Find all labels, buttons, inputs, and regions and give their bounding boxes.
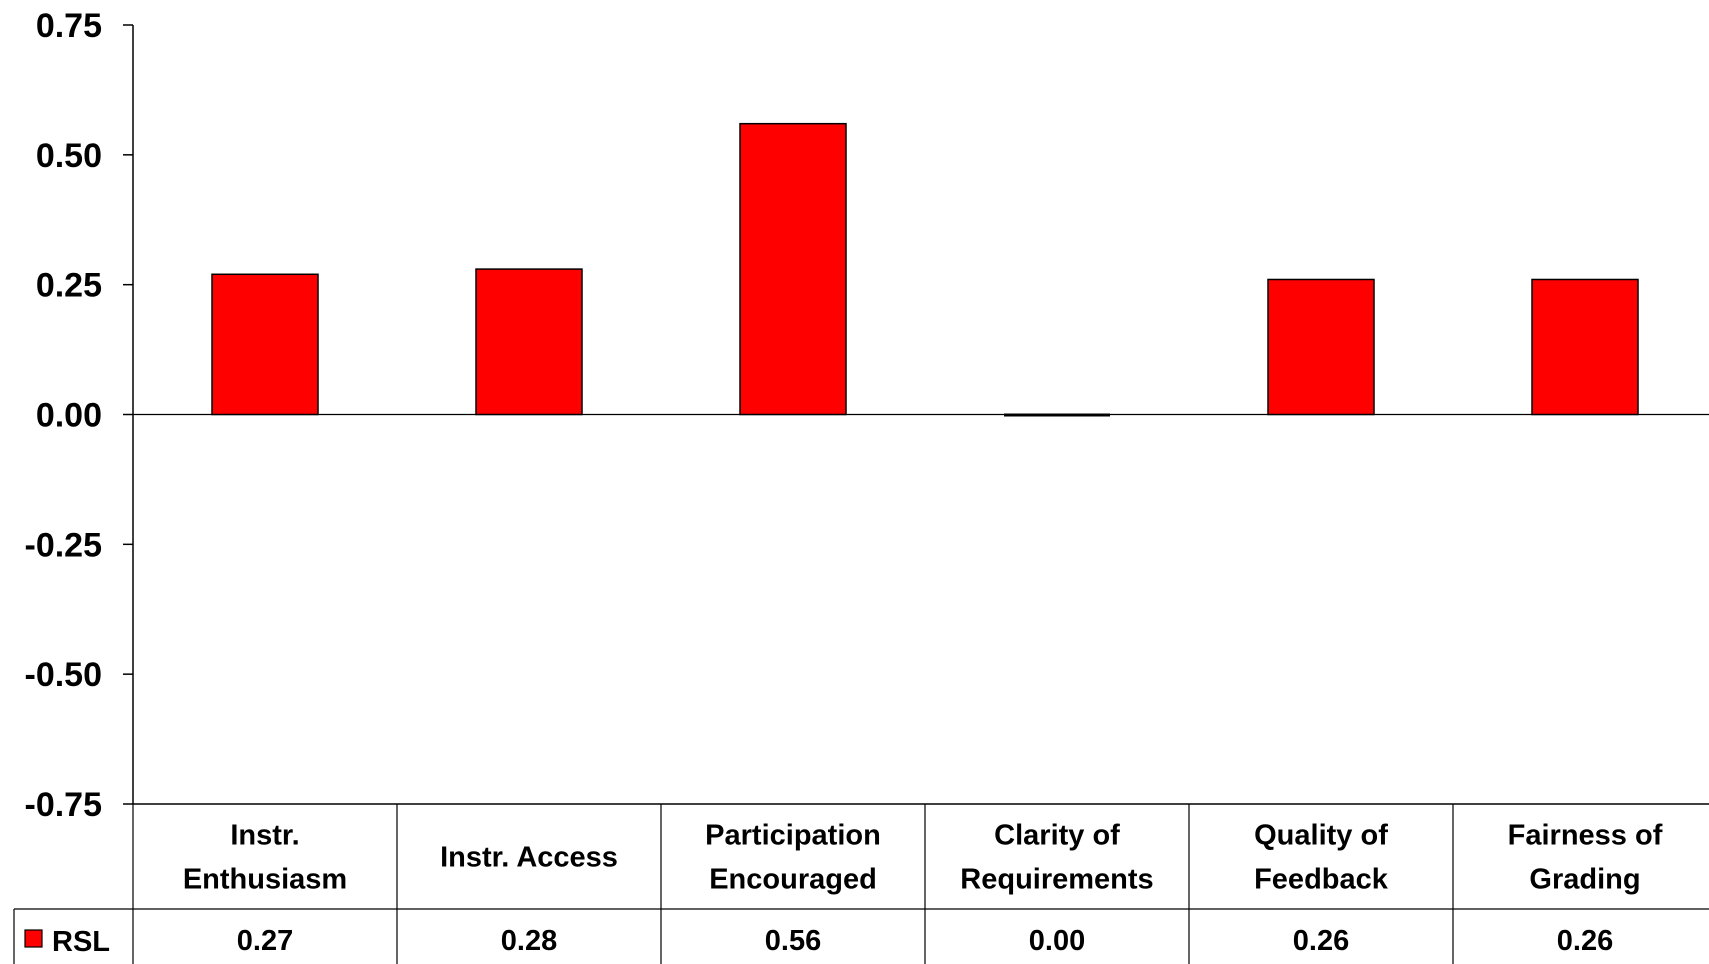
category-label: Encouraged bbox=[709, 864, 877, 896]
bar bbox=[211, 273, 319, 416]
data-value-label: 0.26 bbox=[1293, 925, 1349, 957]
y-tick-label: 0.75 bbox=[36, 7, 102, 45]
category-label: Instr. Access bbox=[440, 842, 618, 874]
data-value-label: 0.56 bbox=[765, 925, 821, 957]
bar bbox=[739, 122, 847, 416]
category-label: Enthusiasm bbox=[183, 864, 347, 896]
category-label: Requirements bbox=[960, 864, 1153, 896]
category-label: Fairness of bbox=[1508, 820, 1663, 852]
category-label: Participation bbox=[705, 820, 881, 852]
legend-swatch bbox=[24, 929, 43, 948]
category-label: Clarity of bbox=[994, 820, 1120, 852]
legend-label: RSL bbox=[52, 926, 110, 958]
data-table bbox=[13, 803, 1709, 964]
data-value-label: 0.27 bbox=[237, 925, 293, 957]
data-value-label: 0.00 bbox=[1029, 925, 1085, 957]
category-label: Instr. bbox=[230, 820, 299, 852]
category-label: Feedback bbox=[1254, 864, 1389, 896]
category-label: Grading bbox=[1529, 864, 1640, 896]
y-tick-label: -0.75 bbox=[25, 786, 103, 824]
y-tick-label: -0.25 bbox=[25, 526, 103, 564]
labels: Instr. Enthusiasm 0.27 Instr. Access 0.28 Par… bbox=[24, 820, 1663, 958]
bars bbox=[211, 122, 1639, 417]
y-axis: 0.75 0.50 0.25 0.00 -0.25 -0.50 -0.75 bbox=[25, 7, 1709, 824]
bar bbox=[1531, 278, 1639, 416]
bar bbox=[1267, 278, 1375, 416]
y-tick-label: 0.25 bbox=[36, 267, 102, 305]
data-value-label: 0.28 bbox=[501, 925, 557, 957]
y-tick-label: 0.50 bbox=[36, 137, 102, 175]
bar bbox=[1004, 413, 1110, 417]
y-tick-label: 0.00 bbox=[36, 397, 102, 435]
y-tick-label: -0.50 bbox=[25, 656, 103, 694]
bar bbox=[475, 268, 583, 416]
data-value-label: 0.26 bbox=[1557, 925, 1613, 957]
category-label: Quality of bbox=[1254, 820, 1388, 852]
